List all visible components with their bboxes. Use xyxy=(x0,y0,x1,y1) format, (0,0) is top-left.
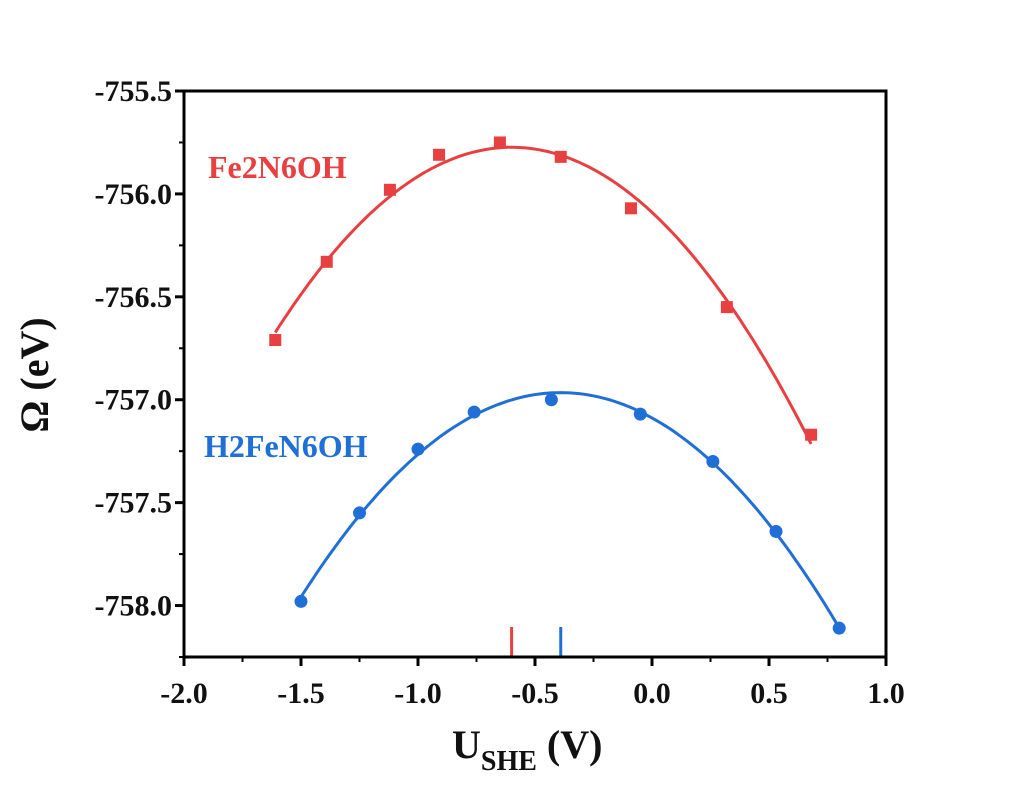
x-tick-label: 1.0 xyxy=(867,677,905,710)
data-point-circle xyxy=(769,524,783,538)
data-point-circle xyxy=(633,407,647,421)
tick-labels: -2.0 -1.5 -1.0 -0.5 0.0 0.5 1.0 -755.5 -756.0 -75… xyxy=(95,75,905,710)
y-tick-label: -757.0 xyxy=(95,384,173,417)
data-point-square xyxy=(383,183,396,196)
series-label-h2fen6oh: H2FeN6OH xyxy=(204,428,368,464)
data-markers xyxy=(269,136,846,635)
y-tick-label: -755.5 xyxy=(95,75,173,108)
x-axis-title-unit: (V) xyxy=(547,722,603,767)
fit-curve-0 xyxy=(274,145,813,445)
data-point-circle xyxy=(294,594,308,608)
x-axis-title-main: U xyxy=(452,722,481,767)
vertex-markers xyxy=(510,627,563,657)
data-point-square xyxy=(320,255,333,268)
data-point-circle xyxy=(706,454,720,468)
x-tick-label: -0.5 xyxy=(511,677,559,710)
data-point-circle xyxy=(467,405,481,419)
x-tick-label: -1.5 xyxy=(277,677,325,710)
x-tick-label: 0.5 xyxy=(750,677,788,710)
x-tick-label: -2.0 xyxy=(160,677,208,710)
x-tick-label: 0.0 xyxy=(633,677,671,710)
axis-ticks xyxy=(175,89,888,666)
data-point-square xyxy=(433,148,446,161)
y-tick-label: -757.5 xyxy=(95,487,173,520)
fit-curves xyxy=(274,145,841,629)
fit-curve-1 xyxy=(299,391,841,629)
y-tick-label: -758.0 xyxy=(95,590,173,623)
data-point-square xyxy=(624,202,637,215)
data-point-circle xyxy=(544,393,558,407)
data-point-circle xyxy=(353,506,366,520)
data-point-square xyxy=(269,334,282,347)
data-point-circle xyxy=(832,621,846,635)
data-point-square xyxy=(720,301,733,314)
y-axis-title: Ω (eV) xyxy=(12,317,57,432)
x-axis-title: USHE (V) xyxy=(452,722,602,777)
series-label-fe2n6oh: Fe2N6OH xyxy=(208,149,347,185)
data-point-square xyxy=(805,428,818,441)
x-tick-label: -1.0 xyxy=(394,677,442,710)
y-tick-label: -756.0 xyxy=(95,178,173,211)
data-point-circle xyxy=(411,442,425,456)
data-point-square xyxy=(554,150,567,163)
y-tick-label: -756.5 xyxy=(95,281,173,314)
x-axis-title-subscript: SHE xyxy=(481,746,537,777)
data-point-square xyxy=(493,136,506,149)
